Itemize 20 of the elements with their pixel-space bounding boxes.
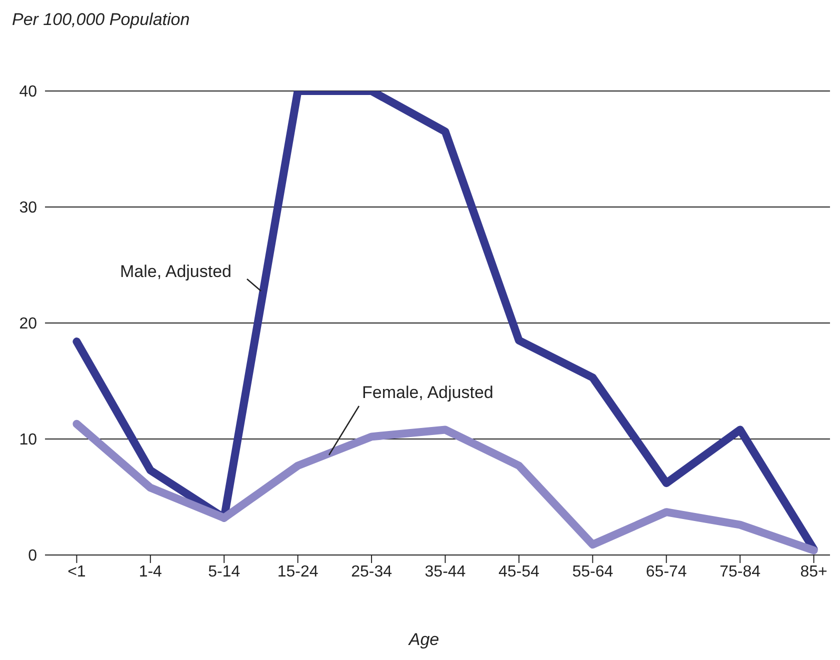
text: Female, Adjusted: [362, 383, 494, 403]
y-tick-label: 30: [19, 200, 38, 217]
y-tick-label: 20: [19, 316, 38, 333]
y-tick-label: 40: [19, 84, 38, 101]
y-tick-label: 10: [19, 432, 38, 449]
x-tick-label: 55-64: [572, 563, 614, 580]
series-label: Male, Adjusted: [120, 262, 232, 282]
x-tick-label: 1-4: [138, 563, 162, 580]
x-tick-label: 65-74: [646, 563, 687, 580]
x-tick-label: 85+: [800, 563, 828, 580]
y-tick-label: 0: [28, 548, 38, 565]
y-axis-title: Per 100,000 Population: [12, 10, 190, 30]
x-tick-label: 45-54: [498, 563, 540, 580]
x-tick-label: 5-14: [208, 563, 240, 580]
x-tick-label: <1: [68, 563, 86, 580]
x-tick-label: 25-34: [351, 563, 392, 580]
x-tick-label: 35-44: [424, 563, 466, 580]
x-tick-label: 15-24: [277, 563, 318, 580]
x-tick-label: 75-84: [720, 563, 761, 580]
x-axis-title: Age: [407, 630, 440, 650]
